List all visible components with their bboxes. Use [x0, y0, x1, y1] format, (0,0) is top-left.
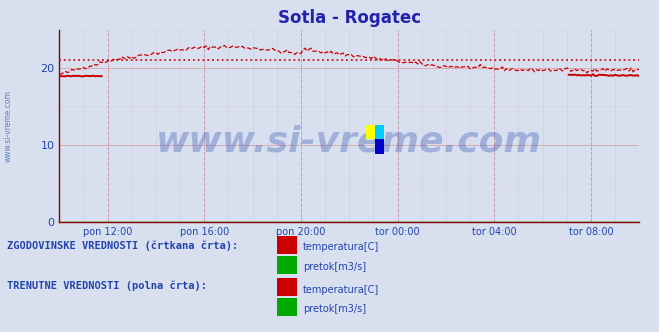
- Text: temperatura[C]: temperatura[C]: [303, 285, 380, 294]
- Bar: [375, 124, 384, 139]
- Text: pretok[m3/s]: pretok[m3/s]: [303, 262, 366, 272]
- Title: Sotla - Rogatec: Sotla - Rogatec: [277, 9, 421, 27]
- Text: TRENUTNE VREDNOSTI (polna črta):: TRENUTNE VREDNOSTI (polna črta):: [7, 281, 206, 291]
- Text: pretok[m3/s]: pretok[m3/s]: [303, 304, 366, 314]
- Text: www.si-vreme.com: www.si-vreme.com: [3, 90, 13, 162]
- Text: ZGODOVINSKE VREDNOSTI (črtkana črta):: ZGODOVINSKE VREDNOSTI (črtkana črta):: [7, 241, 238, 251]
- Text: temperatura[C]: temperatura[C]: [303, 242, 380, 252]
- Bar: [366, 124, 375, 139]
- Text: www.si-vreme.com: www.si-vreme.com: [156, 124, 542, 159]
- Bar: [375, 139, 384, 154]
